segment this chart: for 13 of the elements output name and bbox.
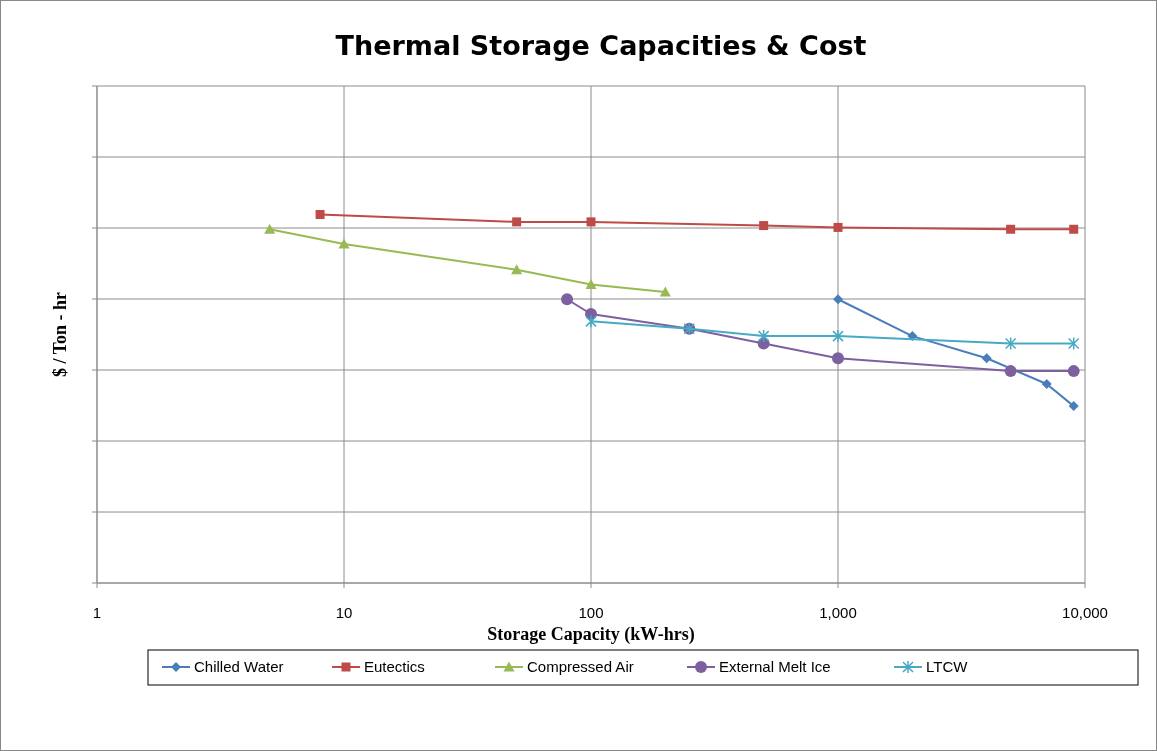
legend-label: Chilled Water bbox=[194, 658, 284, 675]
x-tick-label: 100 bbox=[578, 604, 604, 621]
legend-label: Eutectics bbox=[364, 658, 425, 675]
legend-label: Compressed Air bbox=[527, 658, 634, 675]
x-tick-label: 1 bbox=[92, 604, 102, 621]
x-tick-label: 10,000 bbox=[1062, 604, 1108, 621]
legend-label: External Melt Ice bbox=[719, 658, 831, 675]
chart-title: Thermal Storage Capacities & Cost bbox=[335, 30, 867, 61]
x-tick-label: 1,000 bbox=[819, 604, 857, 621]
legend-label: LTCW bbox=[926, 658, 969, 675]
x-axis-title: Storage Capacity (kW-hrs) bbox=[487, 624, 695, 645]
x-tick-label: 10 bbox=[335, 604, 353, 621]
y-axis-title: $ / Ton - hr bbox=[50, 291, 70, 378]
